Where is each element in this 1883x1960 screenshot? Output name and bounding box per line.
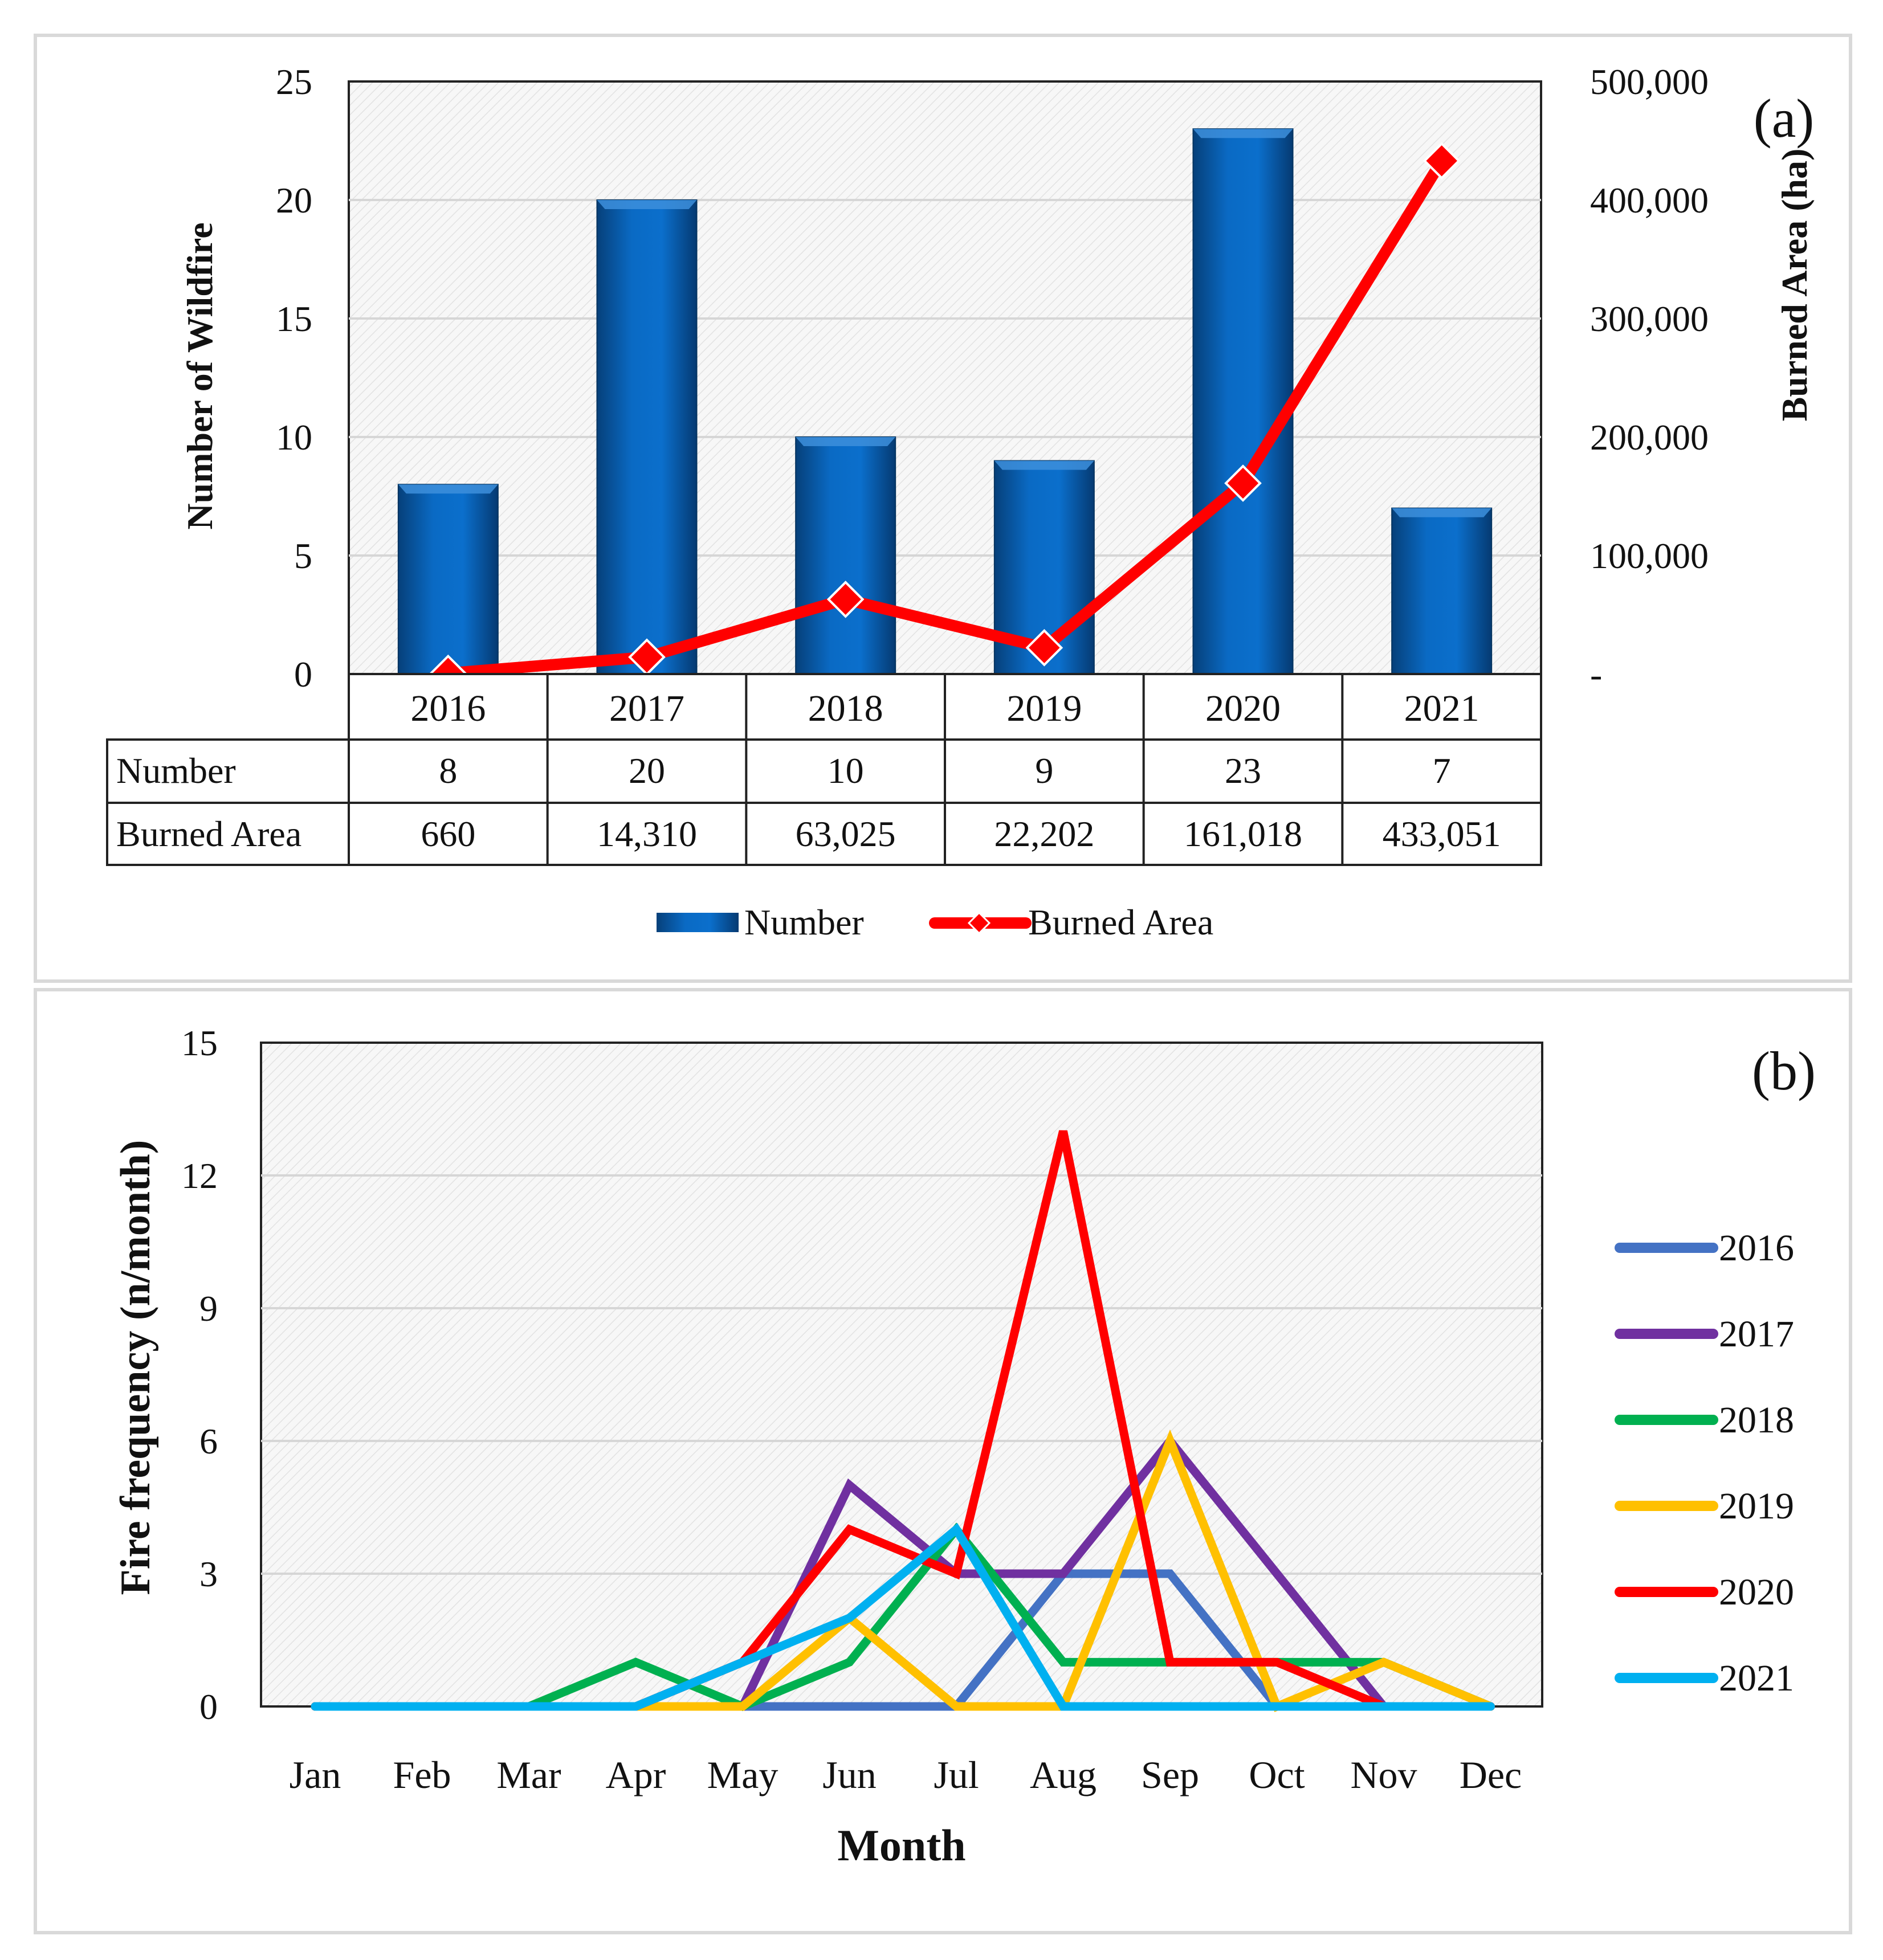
x-tick-label-Aug: Aug [1030, 1753, 1097, 1796]
x-tick-label-2017: 2017 [609, 688, 684, 729]
x-tick-label-Mar: Mar [496, 1753, 561, 1796]
panel-b-x-ticks: Jan Feb Mar Apr May Jun Jul Aug Sep Oct Nov Dec [290, 1753, 1522, 1796]
x-tick-label-Oct: Oct [1249, 1753, 1305, 1796]
table-cell: 7 [1433, 750, 1451, 791]
table-cell: 9 [1035, 750, 1053, 791]
legend-label-2021: 2021 [1719, 1657, 1794, 1699]
legend-burned-area-label: Burned Area [1028, 902, 1213, 942]
x-tick-label-Jun: Jun [822, 1753, 876, 1796]
panel-b-series-lines [311, 1130, 1495, 1712]
bar-number-2017 [596, 199, 698, 675]
series-line-2021 [311, 1523, 1495, 1711]
burned-area-series-line [442, 155, 1448, 679]
y2-tick-label: 300,000 [1590, 299, 1709, 339]
y2-tick-label: 400,000 [1590, 180, 1709, 220]
legend-label-2018: 2018 [1719, 1399, 1794, 1441]
panel-a-y-ticks: 0 5 10 15 20 25 [276, 62, 312, 695]
bar-bevel [796, 437, 896, 446]
y-tick-label: 25 [276, 62, 312, 102]
x-tick-label-Dec: Dec [1460, 1753, 1522, 1796]
table-cell: 20 [629, 750, 665, 791]
y2-tick-label: 200,000 [1590, 417, 1709, 458]
x-tick-label-Sep: Sep [1141, 1753, 1199, 1796]
x-tick-label-Nov: Nov [1350, 1753, 1417, 1796]
table-row-label: Number [116, 750, 236, 791]
y-tick-label: 12 [181, 1155, 218, 1196]
legend-label-2017: 2017 [1719, 1313, 1794, 1355]
panel-b-x-axis-label: Month [837, 1820, 965, 1870]
y-tick-label: 3 [199, 1554, 218, 1594]
y-tick-label: 15 [276, 299, 312, 339]
legend-label-2020: 2020 [1719, 1571, 1794, 1613]
bar-number-2020 [1192, 128, 1294, 675]
bar-bevel [597, 200, 697, 209]
x-tick-label-Apr: Apr [606, 1753, 666, 1796]
y-tick-label: 0 [199, 1687, 218, 1727]
burned-area-marker-2019 [1025, 628, 1063, 667]
panel-a-y-axis-label: Number of Wildfire [180, 222, 220, 529]
burned-area-marker-2018 [826, 581, 865, 618]
bar-bevel [1392, 508, 1492, 517]
panel-a-plot-area [348, 80, 1542, 675]
table-cell: 161,018 [1184, 814, 1302, 854]
table-cell: 22,202 [994, 814, 1094, 854]
panel-b-legend: 2016 2017 2018 2019 2020 2021 [1615, 1227, 1794, 1699]
y-tick-label: 9 [199, 1288, 218, 1329]
y-tick-label: 5 [294, 536, 312, 576]
panel-b-y-ticks: 0 3 6 9 12 15 [181, 1023, 218, 1727]
y-tick-label: 0 [294, 654, 312, 695]
y2-tick-label: 100,000 [1590, 536, 1709, 576]
panel-b-plot-area [260, 1042, 1543, 1708]
x-tick-label-Feb: Feb [393, 1753, 451, 1796]
panel-a-bars [397, 128, 1493, 675]
y-tick-label: 6 [199, 1421, 218, 1461]
y-tick-label: 15 [181, 1023, 218, 1063]
x-tick-label-2018: 2018 [808, 688, 883, 729]
legend-burned-area-marker [967, 911, 991, 935]
x-tick-label-2021: 2021 [1404, 688, 1480, 729]
y-tick-label: 10 [276, 417, 312, 458]
y-tick-label: 20 [276, 180, 312, 220]
burned-area-marker-2020 [1224, 464, 1262, 502]
x-tick-label-May: May [707, 1753, 779, 1796]
bar-bevel [994, 460, 1094, 470]
legend-number-swatch [657, 913, 739, 932]
legend-number-label: Number [744, 902, 864, 942]
table-cell: 14,310 [597, 814, 697, 854]
panel-a-gridlines [349, 199, 1541, 557]
bar-bevel [398, 484, 498, 494]
x-tick-label-2019: 2019 [1006, 688, 1082, 729]
panel-a-chart: 0 5 10 15 20 25 - 100,000 200,000 300,000 400,000… [106, 62, 1815, 942]
x-tick-label-2016: 2016 [410, 688, 486, 729]
bar-number-2021 [1391, 507, 1493, 675]
panel-a-y2-ticks: - 100,000 200,000 300,000 400,000 500,000 [1590, 62, 1709, 695]
table-cell: 660 [421, 814, 475, 854]
x-tick-label-Jul: Jul [934, 1753, 979, 1796]
x-tick-label-2020: 2020 [1205, 688, 1281, 729]
table-cell: 8 [439, 750, 457, 791]
burned-area-marker-2021 [1423, 142, 1461, 180]
panel-a-tag: (a) [1754, 88, 1815, 149]
panel-b-y-axis-label: Fire frequency (n/month) [112, 1140, 159, 1595]
panel-b-tag: (b) [1752, 1040, 1816, 1101]
x-tick-label-Jan: Jan [290, 1753, 341, 1796]
bar-bevel [1193, 129, 1293, 138]
legend-label-2016: 2016 [1719, 1227, 1794, 1269]
panel-a-legend: Number Burned Area [657, 902, 1213, 942]
y2-tick-label: 500,000 [1590, 62, 1709, 102]
table-cell: 23 [1225, 750, 1261, 791]
table-row-label: Burned Area [116, 814, 301, 854]
panel-a-y2-axis-label: Burned Area (ha) [1774, 149, 1815, 422]
legend-label-2019: 2019 [1719, 1485, 1794, 1527]
table-cell: 433,051 [1383, 814, 1501, 854]
table-cell: 10 [828, 750, 864, 791]
bar-number-2018 [795, 436, 896, 675]
table-cell: 63,025 [796, 814, 896, 854]
y2-tick-label: - [1590, 654, 1602, 695]
panel-b-chart: 0 3 6 9 12 15 Jan Feb Mar Apr May Jun Jul Aug Sep Oct N… [112, 1023, 1816, 1870]
panel-a-data-table: 2016 2017 2018 2019 2020 2021 Number 8 20 10 9 23 7 B… [106, 673, 1542, 866]
bar-number-2016 [397, 484, 499, 675]
